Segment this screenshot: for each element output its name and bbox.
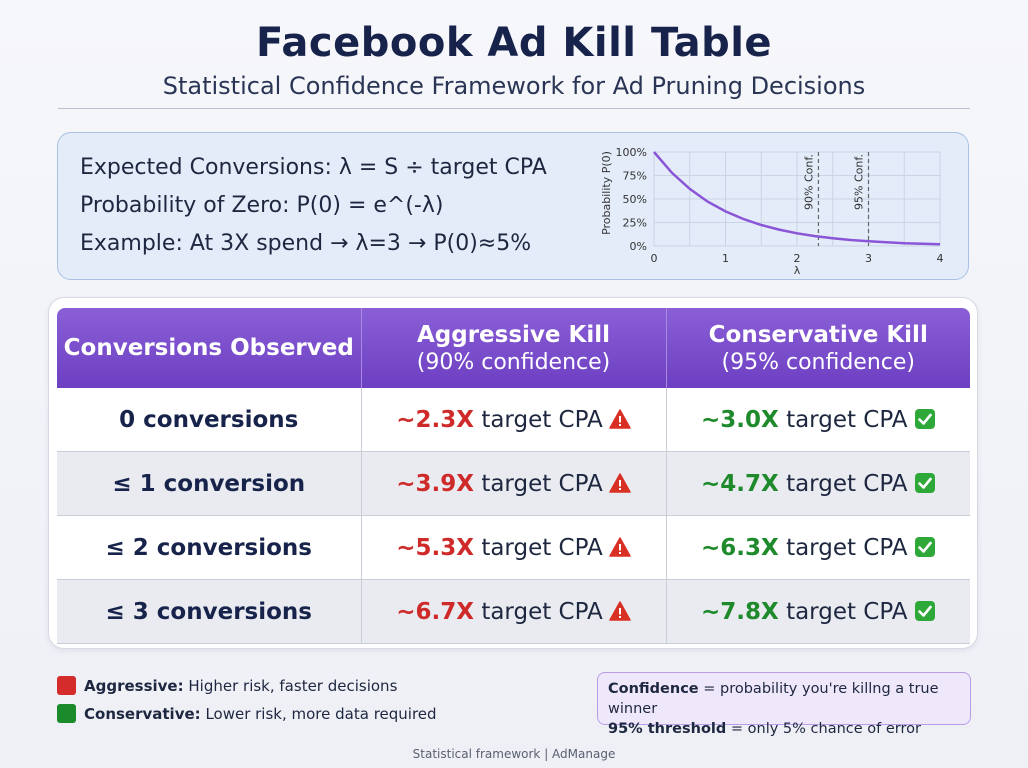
aggressive-multiplier: ~3.9X <box>396 470 474 497</box>
chart-y-tick: 50% <box>623 193 647 206</box>
footer-credit: Statistical framework | AdManage <box>412 747 616 761</box>
conservative-unit: target CPA <box>786 406 908 433</box>
aggressive-swatch <box>57 676 76 695</box>
confidence-note: Confidence = probability you're killng a… <box>597 672 971 737</box>
chart-plot-frame <box>653 151 941 247</box>
chart-y-axis-label: Probability P(0) <box>600 151 613 235</box>
warning-icon <box>609 600 631 621</box>
header-conservative-title: Conservative Kill <box>708 321 928 348</box>
header-conservative-kill: Conservative Kill (95% confidence) <box>666 308 970 388</box>
chart-y-tick: 25% <box>623 217 647 230</box>
row-condition: ≤ 1 conversion <box>57 451 362 516</box>
probability-chart: 0%25%50%75%100%0 1 2 3 4 90% Conf. 95% Conf. … <box>600 146 944 276</box>
table-row: 0 conversions ~2.3X target CPA ~3.0X tar… <box>57 388 970 452</box>
page-subtitle: Statistical Confidence Framework for Ad … <box>162 72 866 100</box>
header-aggressive-title: Aggressive Kill <box>416 321 610 348</box>
chart-y-tick: 100% <box>616 146 647 159</box>
row-condition: 0 conversions <box>57 388 362 452</box>
check-icon <box>914 472 935 493</box>
chart-annotation-label: 95% Conf. <box>853 154 866 210</box>
chart-ticks: 0% 25% 50% 75% 100% 0 1 2 3 4 <box>616 146 944 265</box>
check-icon <box>914 536 935 557</box>
table-row: ≤ 2 conversions ~5.3X target CPA ~6.3X t… <box>57 515 970 580</box>
row-condition: ≤ 3 conversions <box>57 579 362 644</box>
aggressive-cell: ~6.7X target CPA <box>361 579 667 644</box>
chart-x-tick: 1 <box>722 252 729 265</box>
check-icon <box>914 600 935 621</box>
legend-conservative-key: Conservative: <box>84 705 201 723</box>
conservative-multiplier: ~3.0X <box>701 406 779 433</box>
chart-y-tick: 0% <box>630 240 647 253</box>
note-confidence-text: = probability you're killng a true winne… <box>608 681 939 717</box>
aggressive-multiplier: ~6.7X <box>396 598 474 625</box>
aggressive-unit: target CPA <box>481 598 603 625</box>
chart-grid <box>653 151 941 247</box>
aggressive-cell: ~2.3X target CPA <box>361 388 667 452</box>
aggressive-multiplier: ~5.3X <box>396 534 474 561</box>
header-conversions-observed: Conversions Observed <box>57 308 362 388</box>
conservative-unit: target CPA <box>786 598 908 625</box>
header-aggressive-sub: (90% confidence) <box>416 349 611 375</box>
legend-aggressive-text: Higher risk, faster decisions <box>188 677 398 695</box>
note-threshold-text: = only 5% chance of error <box>730 721 921 737</box>
aggressive-unit: target CPA <box>481 470 603 497</box>
legend-conservative-text: Lower risk, more data required <box>205 705 437 723</box>
aggressive-unit: target CPA <box>481 534 603 561</box>
conservative-swatch <box>57 704 76 723</box>
note-confidence-key: Confidence <box>608 681 699 697</box>
table-row: ≤ 1 conversion ~3.9X target CPA ~4.7X ta… <box>57 451 970 516</box>
aggressive-multiplier: ~2.3X <box>396 406 474 433</box>
legend-aggressive-key: Aggressive: <box>84 677 184 695</box>
note-line-2: 95% threshold = only 5% chance of error <box>608 719 960 739</box>
chart-x-tick: 0 <box>651 252 658 265</box>
formula-panel: Expected Conversions: λ = S ÷ target CPA… <box>57 132 969 280</box>
note-line-1: Confidence = probability you're killng a… <box>608 679 960 719</box>
table-header-row: Conversions Observed Aggressive Kill (90… <box>57 308 970 388</box>
kill-table: Conversions Observed Aggressive Kill (90… <box>57 308 970 644</box>
conservative-unit: target CPA <box>786 470 908 497</box>
row-condition: ≤ 2 conversions <box>57 515 362 580</box>
header-conservative-sub: (95% confidence) <box>721 349 916 375</box>
chart-x-tick: 2 <box>794 252 801 265</box>
conservative-cell: ~3.0X target CPA <box>666 388 970 452</box>
formula-example: Example: At 3X spend → λ=3 → P(0)≈5% <box>80 231 532 256</box>
legend-conservative: Conservative: Lower risk, more data requ… <box>57 704 437 723</box>
legend-aggressive: Aggressive: Higher risk, faster decision… <box>57 676 397 695</box>
conservative-multiplier: ~6.3X <box>701 534 779 561</box>
table-row: ≤ 3 conversions ~6.7X target CPA ~7.8X t… <box>57 579 970 644</box>
warning-icon <box>609 472 631 493</box>
conservative-unit: target CPA <box>786 534 908 561</box>
chart-series-line <box>653 151 941 246</box>
conservative-cell: ~4.7X target CPA <box>666 451 970 516</box>
aggressive-unit: target CPA <box>481 406 603 433</box>
title-divider <box>58 108 970 109</box>
warning-icon <box>609 536 631 557</box>
chart-x-tick: 4 <box>937 252 944 265</box>
page-title: Facebook Ad Kill Table <box>255 20 773 66</box>
chart-x-tick: 3 <box>865 252 872 265</box>
formula-expected-conversions: Expected Conversions: λ = S ÷ target CPA <box>80 155 547 180</box>
warning-icon <box>609 408 631 429</box>
note-threshold-key: 95% threshold <box>608 721 727 737</box>
aggressive-cell: ~5.3X target CPA <box>361 515 667 580</box>
header-aggressive-kill: Aggressive Kill (90% confidence) <box>361 308 667 388</box>
formula-probability-zero: Probability of Zero: P(0) = e^(-λ) <box>80 193 444 218</box>
chart-annotation-label: 90% Conf. <box>802 154 815 210</box>
conservative-multiplier: ~7.8X <box>701 598 779 625</box>
check-icon <box>914 408 935 429</box>
conservative-cell: ~7.8X target CPA <box>666 579 970 644</box>
chart-y-tick: 75% <box>623 170 647 183</box>
chart-x-axis-label: λ <box>794 264 801 276</box>
chart-annotations: 90% Conf. 95% Conf. <box>802 152 870 246</box>
conservative-cell: ~6.3X target CPA <box>666 515 970 580</box>
conservative-multiplier: ~4.7X <box>701 470 779 497</box>
aggressive-cell: ~3.9X target CPA <box>361 451 667 516</box>
